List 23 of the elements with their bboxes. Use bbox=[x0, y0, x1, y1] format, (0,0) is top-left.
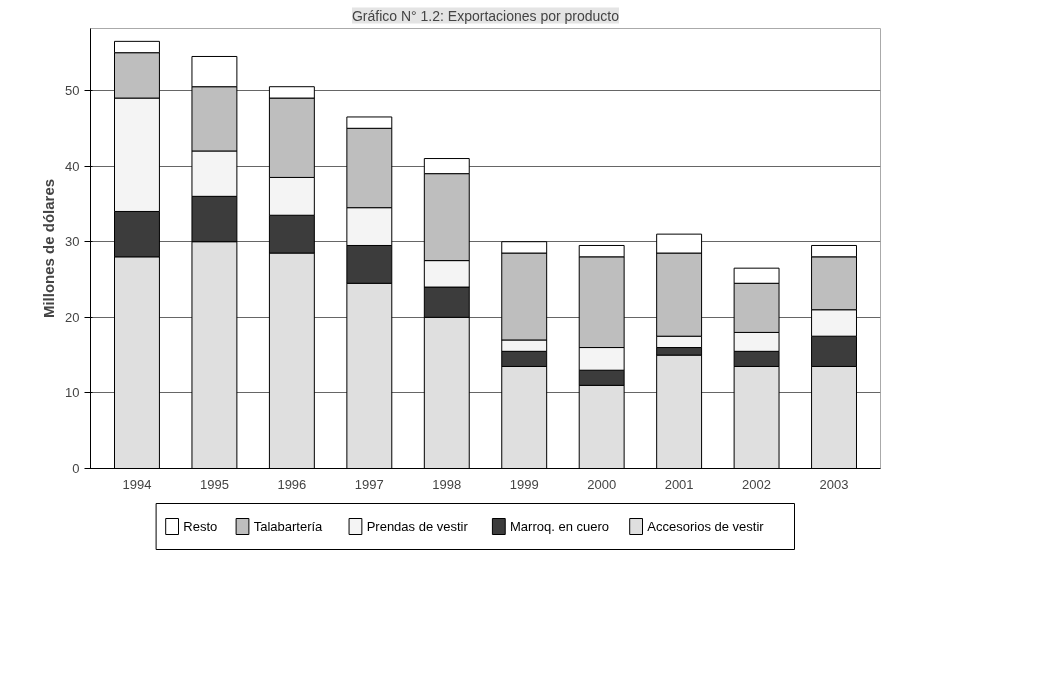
x-tick-label: 1997 bbox=[354, 476, 384, 492]
y-tick-label: 20 bbox=[65, 309, 80, 325]
y-tick-label: 0 bbox=[72, 461, 80, 476]
legend-label: Prendas de vestir bbox=[366, 519, 469, 534]
x-tick-label: 2002 bbox=[742, 476, 772, 492]
x-tick-label: 1996 bbox=[277, 476, 307, 492]
legend-label: Talabartería bbox=[253, 519, 324, 534]
y-tick-label: 50 bbox=[65, 82, 80, 98]
x-tick-label: 2003 bbox=[819, 476, 849, 492]
x-tick-label: 2001 bbox=[664, 476, 694, 492]
y-tick-label: 40 bbox=[65, 158, 80, 174]
x-tick-label: 2000 bbox=[587, 476, 617, 492]
y-tick-label: 10 bbox=[65, 385, 80, 401]
x-tick-label: 1999 bbox=[509, 476, 539, 492]
legend-label: Marroq. en cuero bbox=[510, 519, 610, 534]
legend-label: Resto bbox=[183, 519, 218, 534]
chart-title: Gráfico N° 1.2: Exportaciones por producto bbox=[351, 7, 620, 24]
legend-label: Accesorios de vestir bbox=[647, 519, 765, 534]
x-tick-label: 1998 bbox=[432, 476, 462, 492]
x-tick-label: 1994 bbox=[122, 476, 152, 492]
x-tick-label: 1995 bbox=[199, 476, 229, 492]
y-axis-title: Millones de dólares bbox=[40, 178, 58, 319]
y-tick-label: 30 bbox=[65, 234, 80, 250]
